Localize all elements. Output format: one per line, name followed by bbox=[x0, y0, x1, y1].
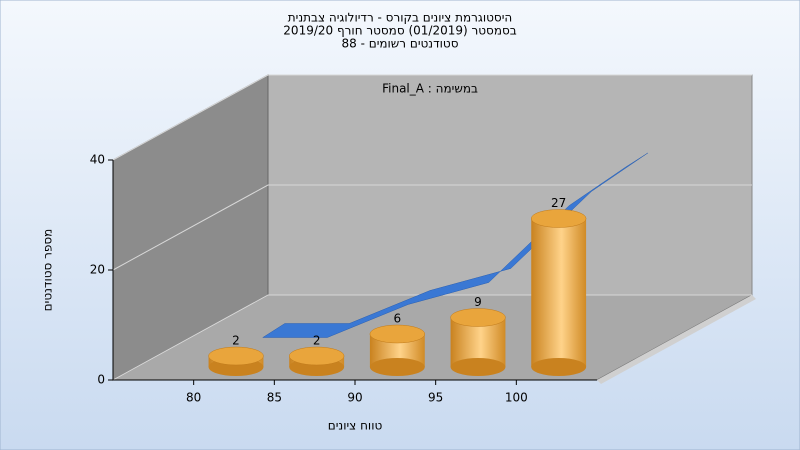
bar-top bbox=[450, 308, 506, 327]
bar bbox=[208, 346, 264, 376]
bar bbox=[530, 209, 587, 376]
grid bbox=[112, 74, 752, 381]
grid-line bbox=[112, 294, 752, 381]
marks bbox=[208, 152, 648, 376]
bar-base bbox=[369, 358, 425, 376]
bar-base bbox=[450, 358, 506, 376]
bar-base bbox=[531, 358, 587, 376]
value-label: 9 bbox=[474, 295, 482, 309]
bar-top bbox=[369, 324, 426, 344]
bar-top bbox=[208, 346, 264, 366]
title-line: היסטוגרמת ציונים בקורס - רדיולוגיה צבתני… bbox=[288, 11, 512, 25]
value-label: 2 bbox=[313, 334, 321, 348]
y-axis-label: מספר סטודנטים bbox=[41, 229, 55, 312]
x-axis-label: טווח ציונים bbox=[328, 419, 383, 433]
bar-body bbox=[531, 218, 587, 367]
y-tick-label: 40 bbox=[90, 153, 105, 167]
floor-edge bbox=[597, 295, 756, 384]
bar bbox=[450, 308, 506, 376]
x-tick-label: 100 bbox=[505, 391, 528, 405]
grid-line bbox=[112, 184, 752, 271]
curve-ribbon bbox=[261, 152, 648, 338]
value-label: 27 bbox=[551, 196, 566, 210]
annotation: במשימה : Final_A bbox=[382, 82, 478, 96]
title-line: בסמסטר (01/2019) סמסטר חורף 2019/20 bbox=[283, 24, 516, 38]
x-tick-label: 95 bbox=[428, 391, 443, 405]
y-tick-label: 20 bbox=[90, 263, 105, 277]
bar bbox=[369, 324, 426, 376]
title-line: סטודנטים רשומים - 88 bbox=[341, 37, 458, 51]
x-tick-label: 85 bbox=[267, 391, 282, 405]
x-tick-label: 80 bbox=[186, 391, 201, 405]
grid-line bbox=[112, 74, 752, 161]
y-tick-label: 0 bbox=[97, 373, 105, 387]
value-label: 6 bbox=[394, 312, 402, 326]
bar-top bbox=[530, 209, 587, 228]
bar-top bbox=[288, 346, 345, 366]
bar bbox=[288, 346, 345, 376]
value-label: 2 bbox=[232, 334, 240, 348]
x-tick-label: 90 bbox=[347, 391, 362, 405]
